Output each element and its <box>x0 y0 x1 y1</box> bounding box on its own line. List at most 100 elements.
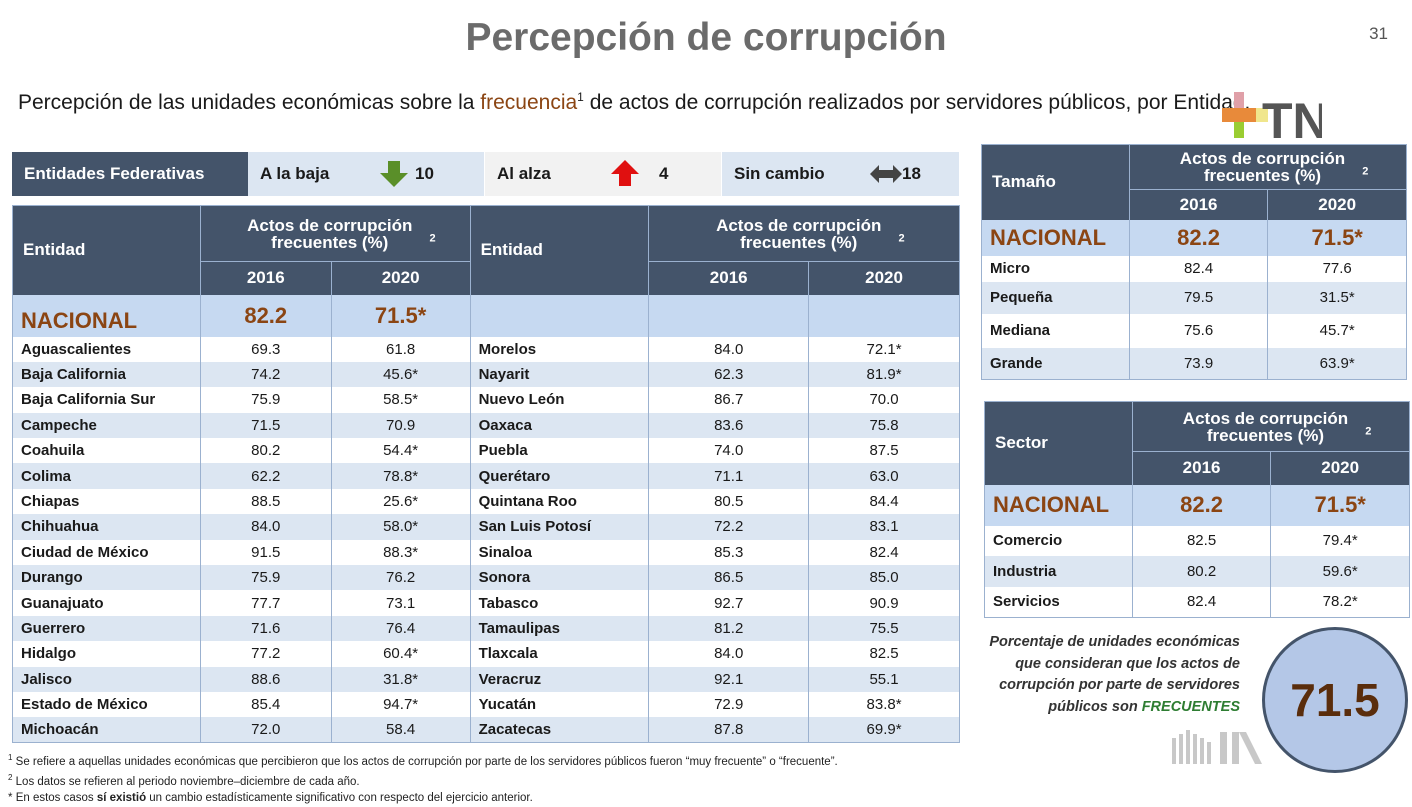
entidad-name: Nayarit <box>470 361 650 388</box>
footnote-3-before: En estos casos <box>15 791 97 804</box>
table-row: Servicios 82.4 78.2* <box>984 586 1410 618</box>
sector-table: Sector Actos de corrupción frecuentes (%… <box>984 401 1410 618</box>
value-2020: 78.2* <box>1270 586 1410 618</box>
value-2020: 83.1 <box>808 514 960 540</box>
entidad-name: Tlaxcala <box>470 641 650 667</box>
sector-col-2020: 2020 <box>1270 451 1410 485</box>
value-2016: 92.1 <box>648 666 810 692</box>
col-entidad-left: Entidad <box>12 205 201 295</box>
value-2020: 45.7* <box>1267 313 1407 348</box>
nacional-2016: 82.2 <box>200 294 332 337</box>
page-number: 31 <box>1369 24 1388 43</box>
summary-bar: Entidades Federativas A la baja 10 Al al… <box>12 152 959 196</box>
value-2020: 45.6* <box>331 361 471 388</box>
value-2020: 79.4* <box>1270 525 1410 556</box>
table-row: Ciudad de México 91.5 88.3* Sinaloa 85.3 82.4 <box>12 539 960 566</box>
footnote-3-bold: sí existió <box>96 791 147 804</box>
entidad-name: Guanajuato <box>12 590 201 616</box>
tamano-nacional-2020: 71.5* <box>1267 219 1407 256</box>
entidad-name: Baja California Sur <box>12 387 201 413</box>
value-2020: 69.9* <box>808 717 960 743</box>
table-row: Baja California Sur 75.9 58.5* Nuevo León 86… <box>12 387 960 413</box>
sector-col-group-text: Actos de corrupción frecuentes (%) <box>1182 408 1349 445</box>
entidad-name: Chihuahua <box>12 514 201 540</box>
value-2020: 77.6 <box>1267 255 1407 282</box>
nacional-empty-1 <box>470 294 650 337</box>
tamano-col-group-sup: 2 <box>1362 165 1369 178</box>
entidad-name: Aguascalientes <box>12 336 201 362</box>
nacional-2020: 71.5* <box>331 294 471 337</box>
value-2020: 88.3* <box>331 539 471 566</box>
value-2020: 70.9 <box>331 412 471 439</box>
entidades-rows: Aguascalientes 69.3 61.8 Morelos 84.0 72.1* Ba… <box>12 336 960 743</box>
entidad-name: Michoacán <box>12 717 201 743</box>
entidad-name: Quintana Roo <box>470 488 650 515</box>
value-2016: 84.0 <box>648 336 810 362</box>
value-2020: 72.1* <box>808 336 960 362</box>
value-2020: 59.6* <box>1270 555 1410 587</box>
col-group-left: Actos de corrupción frecuentes (%) 2 <box>200 205 471 262</box>
entidad-name: Puebla <box>470 438 650 464</box>
value-2016: 72.9 <box>648 691 810 718</box>
row-label: Pequeña <box>981 281 1130 314</box>
down-value: 10 <box>415 164 434 183</box>
value-2020: 75.8 <box>808 412 960 439</box>
value-2020: 60.4* <box>331 641 471 667</box>
subtitle-before: Percepción de las unidades económicas so… <box>18 91 481 114</box>
value-2020: 83.8* <box>808 691 960 718</box>
sector-col-label: Sector <box>984 401 1133 485</box>
entidad-name: Coahuila <box>12 438 201 464</box>
footnote-3-mark: * <box>8 791 13 804</box>
value-2020: 94.7* <box>331 691 471 718</box>
value-2020: 54.4* <box>331 438 471 464</box>
table-row: Aguascalientes 69.3 61.8 Morelos 84.0 72.1* <box>12 336 960 362</box>
value-2016: 92.7 <box>648 590 810 616</box>
value-2020: 81.9* <box>808 361 960 388</box>
value-2016: 85.3 <box>648 539 810 566</box>
value-2020: 58.0* <box>331 514 471 540</box>
value-2020: 58.4 <box>331 717 471 743</box>
row-label: Comercio <box>984 525 1133 556</box>
tn-logo: TN <box>1222 92 1322 140</box>
arrow-up-icon <box>611 160 639 186</box>
tamano-col-2020: 2020 <box>1267 189 1407 220</box>
entidad-name: Oaxaca <box>470 412 650 439</box>
value-2020: 75.5 <box>808 615 960 642</box>
value-2016: 86.7 <box>648 387 810 413</box>
col-2020-left: 2020 <box>331 261 471 295</box>
summary-same: Sin cambio 18 <box>722 152 959 196</box>
footnote-3: * En estos casos sí existió un cambio es… <box>8 790 838 806</box>
col-2016-left: 2016 <box>200 261 332 295</box>
entidad-name: Colima <box>12 463 201 489</box>
value-2020: 90.9 <box>808 590 960 616</box>
entidad-name: Hidalgo <box>12 641 201 667</box>
value-2016: 71.6 <box>200 615 332 642</box>
table-row: Coahuila 80.2 54.4* Puebla 74.0 87.5 <box>12 438 960 464</box>
row-label: Industria <box>984 555 1133 587</box>
value-2020: 70.0 <box>808 387 960 413</box>
value-2020: 76.2 <box>331 565 471 591</box>
entidad-name: Sonora <box>470 565 650 591</box>
nacional-empty-2 <box>648 294 810 337</box>
subtitle-after: de actos de corrupción realizados por se… <box>583 91 1251 114</box>
value-2016: 77.7 <box>200 590 332 616</box>
arrow-down-icon <box>380 161 408 187</box>
value-2016: 79.5 <box>1129 281 1269 314</box>
entidad-name: Durango <box>12 565 201 591</box>
col-group-right-text: Actos de corrupción frecuentes (%) <box>716 215 882 252</box>
sector-nacional-label: NACIONAL <box>984 484 1133 526</box>
value-2020: 76.4 <box>331 615 471 642</box>
value-2016: 80.2 <box>200 438 332 464</box>
value-2016: 80.5 <box>648 488 810 515</box>
summary-up: Al alza 4 <box>485 152 721 196</box>
tamano-col-label: Tamaño <box>981 144 1130 220</box>
value-2016: 83.6 <box>648 412 810 439</box>
col-entidad-right: Entidad <box>470 205 650 295</box>
circle-note-highlight: FRECUENTES <box>1141 698 1240 715</box>
value-2020: 78.8* <box>331 463 471 489</box>
value-2020: 73.1 <box>331 590 471 616</box>
footnote-1: 1 Se refiere a aquellas unidades económi… <box>8 750 838 770</box>
entidad-name: Sinaloa <box>470 539 650 566</box>
circle-note-body: Porcentaje de unidades económicas que co… <box>989 634 1240 715</box>
sector-col-group-sup: 2 <box>1365 424 1372 437</box>
